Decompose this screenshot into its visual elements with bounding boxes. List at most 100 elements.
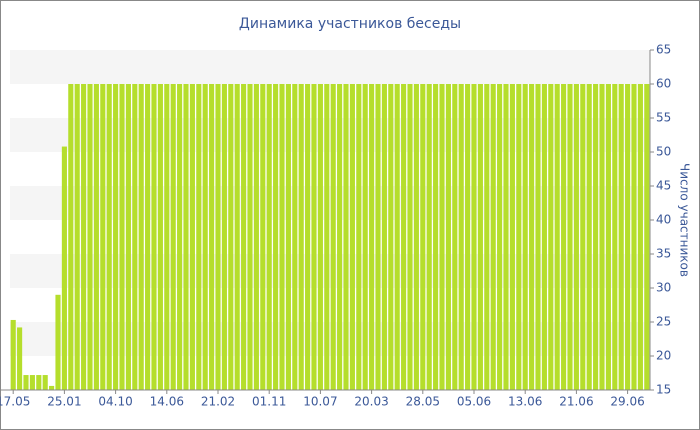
bar — [458, 84, 464, 390]
bar — [113, 84, 119, 390]
x-tick-label: 21.02 — [201, 395, 235, 409]
bar — [285, 84, 291, 390]
y-tick-label: 25 — [656, 315, 671, 329]
x-tick-label: 21.06 — [559, 395, 593, 409]
bar — [29, 375, 35, 390]
bar — [209, 84, 215, 390]
y-tick-label: 20 — [656, 349, 671, 363]
bar — [490, 84, 496, 390]
x-tick-label: 29.06 — [610, 395, 644, 409]
y-tick-label: 50 — [656, 145, 671, 159]
bar — [74, 84, 80, 390]
bar — [177, 84, 183, 390]
y-tick-label: 15 — [656, 383, 671, 397]
bar — [247, 84, 253, 390]
x-tick-label: 13.06 — [508, 395, 542, 409]
bar — [36, 375, 42, 390]
bar — [618, 84, 624, 390]
x-tick-label: 25.01 — [47, 395, 81, 409]
bar — [241, 84, 247, 390]
y-tick-label: 35 — [656, 247, 671, 261]
bar — [509, 84, 515, 390]
bar — [119, 84, 125, 390]
bar — [145, 84, 151, 390]
bar — [324, 84, 330, 390]
bar — [369, 84, 375, 390]
x-tick-label: 28.05 — [406, 395, 440, 409]
bar — [471, 84, 477, 390]
bar — [407, 84, 413, 390]
bar — [631, 84, 637, 390]
bar — [228, 84, 234, 390]
bar — [305, 84, 311, 390]
y-axis-label: Число участников — [678, 163, 692, 277]
grid-band — [10, 118, 650, 152]
bar — [221, 84, 227, 390]
x-tick-label: 14.06 — [150, 395, 184, 409]
bar — [234, 84, 240, 390]
bar — [100, 84, 106, 390]
bar — [87, 84, 93, 390]
bar — [68, 84, 74, 390]
bar — [49, 385, 55, 390]
bar — [644, 84, 650, 390]
bar — [138, 84, 144, 390]
y-tick-label: 65 — [656, 43, 671, 57]
bar — [484, 84, 490, 390]
bar — [375, 84, 381, 390]
bar — [151, 84, 157, 390]
bar — [465, 84, 471, 390]
y-tick-label: 40 — [656, 213, 671, 227]
x-tick-label: 01.11 — [252, 395, 286, 409]
x-tick-label: 04.10 — [98, 395, 132, 409]
bar — [548, 84, 554, 390]
bar — [529, 84, 535, 390]
bar — [401, 84, 407, 390]
x-tick-label: 05.06 — [457, 395, 491, 409]
bar — [55, 294, 61, 390]
bar — [503, 84, 509, 390]
bar — [637, 84, 643, 390]
bar — [317, 84, 323, 390]
grid-band — [10, 322, 650, 356]
x-tick-label: 17.05 — [0, 395, 30, 409]
bar — [189, 84, 195, 390]
bar — [170, 84, 176, 390]
bar — [522, 84, 528, 390]
bar — [330, 84, 336, 390]
bar — [157, 84, 163, 390]
x-tick-label: 10.07 — [303, 395, 337, 409]
bar — [61, 146, 67, 390]
bar — [561, 84, 567, 390]
bar — [593, 84, 599, 390]
bar — [356, 84, 362, 390]
bar — [452, 84, 458, 390]
bar — [433, 84, 439, 390]
bar — [23, 375, 29, 390]
bar — [260, 84, 266, 390]
bar — [125, 84, 131, 390]
bar — [535, 84, 541, 390]
bar — [106, 84, 112, 390]
bar — [311, 84, 317, 390]
grid-band — [10, 50, 650, 84]
bar — [413, 84, 419, 390]
x-tick-label: 20.03 — [354, 395, 388, 409]
bar — [215, 84, 221, 390]
bar — [337, 84, 343, 390]
bar — [292, 84, 298, 390]
bar — [343, 84, 349, 390]
bar — [266, 84, 272, 390]
bar — [273, 84, 279, 390]
bar — [388, 84, 394, 390]
bar — [381, 84, 387, 390]
bar — [580, 84, 586, 390]
bar — [516, 84, 522, 390]
bar — [279, 84, 285, 390]
bar — [420, 84, 426, 390]
bar — [132, 84, 138, 390]
y-tick-label: 60 — [656, 77, 671, 91]
bar — [362, 84, 368, 390]
bar — [554, 84, 560, 390]
